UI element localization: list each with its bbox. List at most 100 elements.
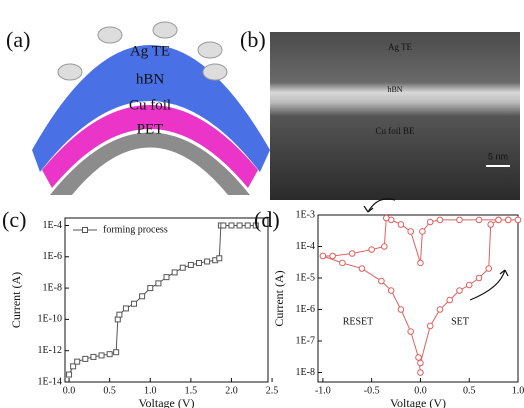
data-point — [496, 217, 502, 223]
panel-label: (c) — [2, 207, 26, 232]
data-point — [245, 223, 250, 228]
data-point — [217, 256, 222, 261]
x-tick-label: 1.5 — [185, 385, 198, 396]
data-point — [418, 260, 424, 266]
y-tick-label: 1E-12 — [38, 345, 62, 356]
data-point — [148, 286, 153, 291]
x-tick-label: -1.0 — [315, 385, 331, 396]
scale-label: 5 nm — [488, 151, 508, 161]
x-tick-label: 0.5 — [103, 385, 116, 396]
data-point — [205, 259, 210, 264]
data-point — [408, 229, 414, 235]
data-point — [420, 229, 426, 235]
y-axis-label: Current (A) — [272, 270, 286, 326]
series-line — [323, 218, 518, 372]
x-tick-label: 2.5 — [266, 385, 279, 396]
data-point — [340, 260, 346, 266]
layer-label: Cu foil BE — [375, 126, 415, 136]
legend-label: forming process — [103, 224, 168, 235]
x-tick-label: 1.0 — [144, 385, 157, 396]
data-point — [515, 217, 521, 223]
data-point — [447, 297, 453, 303]
layer-label: PET — [137, 121, 164, 137]
x-axis-label: Voltage (V) — [390, 396, 446, 408]
data-point — [229, 223, 234, 228]
data-point — [172, 270, 177, 275]
data-point — [466, 282, 472, 288]
data-point — [457, 217, 463, 223]
data-point — [383, 215, 389, 221]
data-point — [196, 261, 201, 266]
data-point — [488, 222, 494, 228]
data-point — [132, 301, 137, 306]
x-tick-label: 0.0 — [63, 385, 76, 396]
data-point — [140, 294, 145, 299]
data-point — [75, 359, 80, 364]
data-point — [164, 275, 169, 280]
panel-b: (b) Ag TE hBN Cu foil BE 5 nm — [240, 27, 520, 200]
data-point — [437, 307, 443, 313]
y-tick-label: 1E-6 — [43, 251, 62, 262]
data-point — [221, 223, 226, 228]
y-tick-label: 1E-14 — [38, 376, 62, 387]
x-tick-label: 1.0 — [512, 385, 524, 396]
data-point — [237, 223, 242, 228]
data-point — [117, 312, 122, 317]
data-point — [83, 356, 88, 361]
y-tick-label: 1E-8 — [43, 282, 62, 293]
layer-label: hBN — [387, 85, 402, 94]
data-point — [388, 288, 394, 294]
panel-a: (a) Ag TE hBN Cu foil PET — [6, 22, 270, 195]
panel-label: (d) — [254, 207, 280, 232]
data-point — [398, 222, 404, 228]
annotation: SET — [451, 316, 469, 327]
data-point — [114, 350, 119, 355]
data-point — [418, 360, 424, 366]
data-point — [180, 265, 185, 270]
y-tick-label: 1E-6 — [296, 304, 315, 315]
data-point — [486, 266, 492, 272]
legend-marker — [83, 228, 88, 233]
y-axis-label: Current (A) — [9, 272, 23, 328]
y-tick-label: 1E-4 — [43, 220, 62, 231]
data-point — [476, 275, 482, 281]
data-point — [382, 244, 388, 250]
x-tick-label: 0.5 — [463, 385, 476, 396]
data-point — [107, 352, 112, 357]
figure: (a) Ag TE hBN Cu foil PET (b) Ag TE hBN … — [0, 0, 524, 408]
data-point — [320, 253, 326, 259]
layer-label: hBN — [136, 71, 165, 87]
data-point — [418, 370, 424, 376]
data-point — [349, 251, 355, 257]
data-point — [398, 307, 404, 313]
data-point — [123, 306, 128, 311]
series-line — [69, 225, 256, 374]
data-point — [330, 253, 336, 259]
y-tick-label: 1E-3 — [296, 209, 315, 220]
data-point — [476, 217, 482, 223]
panel-label: (b) — [240, 27, 266, 52]
page: {"panel_a":{"label":"(a)","layers":["Ag … — [0, 0, 524, 408]
annotation: RESET — [343, 316, 374, 327]
data-point — [437, 217, 443, 223]
y-tick-label: 1E-5 — [296, 272, 315, 283]
data-point — [427, 323, 433, 329]
data-point — [416, 355, 422, 361]
data-point — [379, 278, 385, 284]
x-tick-label: -0.5 — [364, 385, 380, 396]
data-point — [156, 281, 161, 286]
layer-label: Cu foil — [129, 97, 171, 113]
data-point — [359, 266, 365, 272]
data-point — [427, 219, 433, 225]
tem-image — [270, 32, 520, 200]
data-point — [457, 288, 463, 294]
data-point — [67, 372, 72, 377]
layer-label: Ag TE — [388, 42, 413, 52]
y-tick-label: 1E-8 — [296, 367, 315, 378]
data-point — [188, 262, 193, 267]
x-tick-label: 2.0 — [225, 385, 238, 396]
x-tick-label: 0.0 — [414, 385, 427, 396]
data-point — [91, 354, 96, 359]
x-axis-label: Voltage (V) — [138, 396, 194, 408]
y-tick-label: 1E-4 — [296, 241, 315, 252]
